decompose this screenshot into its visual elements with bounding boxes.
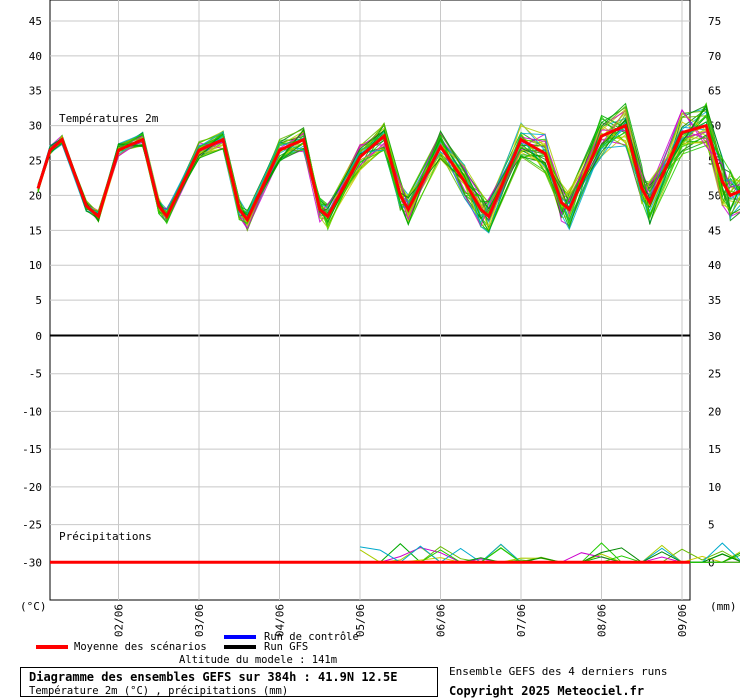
- x-tick-label: 04/06: [274, 604, 287, 637]
- temp-tick-left: 20: [29, 189, 42, 202]
- x-tick-label: 02/06: [113, 604, 126, 637]
- mean-temperature: [36, 123, 740, 223]
- x-tick-label: 09/06: [676, 604, 689, 637]
- temp-tick-right: 45: [708, 224, 721, 237]
- x-tick-label: 08/06: [596, 604, 609, 637]
- precip-tick-left: -30: [22, 556, 42, 569]
- legend-mean-label: Moyenne des scénarios: [74, 641, 207, 653]
- footer-subtitle: Température 2m (°C) , précipitations (mm…: [29, 685, 289, 697]
- temp-tick-right: 70: [708, 50, 721, 63]
- legend-gfs-label: Run GFS: [264, 641, 309, 653]
- precip-panel-title: Précipitations: [59, 530, 152, 543]
- legend-mean-swatch: [36, 645, 68, 649]
- altitude-label: Altitude du modele : 141m: [179, 654, 338, 666]
- precip-tick-left: -10: [22, 405, 42, 418]
- x-tick-label: 07/06: [515, 604, 528, 637]
- precip-tick-left: 0: [35, 330, 42, 343]
- x-axis-labels: 02/06 03/06 04/06 05/06 06/06 07/06 08/06 09/06: [113, 604, 690, 637]
- precip-tick-right: 25: [708, 368, 721, 381]
- precipitation-series: [50, 542, 740, 564]
- temp-tick-right: 75: [708, 15, 721, 28]
- legend-gfs-swatch: [224, 645, 256, 649]
- temp-tick-left: 35: [29, 85, 42, 98]
- precip-tick-left: -20: [22, 481, 42, 494]
- temp-tick-left: 25: [29, 155, 42, 168]
- left-unit-label: (°C): [20, 600, 47, 613]
- chart-grid: [49, 0, 691, 601]
- temp-tick-left: 30: [29, 120, 42, 133]
- x-tick-label: 03/06: [193, 604, 206, 637]
- precip-tick-right: 30: [708, 330, 721, 343]
- temp-tick-right: 50: [708, 189, 721, 202]
- temp-panel-title: Températures 2m: [59, 112, 159, 125]
- precip-tick-left: -5: [29, 368, 42, 381]
- mean-temperature-line: [36, 123, 740, 223]
- temp-tick-right: 65: [708, 85, 721, 98]
- legend-control-label: Run de contrôle: [264, 631, 359, 643]
- temp-tick-left: 45: [29, 15, 42, 28]
- precip-tick-left: -15: [22, 443, 42, 456]
- precip-tick-right: 15: [708, 443, 721, 456]
- temp-tick-right: 40: [708, 259, 721, 272]
- precip-tick-right: 20: [708, 405, 721, 418]
- legend-control-swatch: [224, 635, 256, 639]
- x-tick-label: 05/06: [354, 604, 367, 637]
- precip-tick-left: -25: [22, 519, 42, 532]
- copyright: Copyright 2025 Meteociel.fr: [449, 684, 645, 698]
- temp-tick-right: 35: [708, 294, 721, 307]
- temp-tick-left: 10: [29, 259, 42, 272]
- right-unit-label: (mm): [710, 600, 737, 613]
- temp-tick-left: 15: [29, 224, 42, 237]
- temp-tick-left: 5: [35, 294, 42, 307]
- x-tick-label: 06/06: [435, 604, 448, 637]
- footer-info-box: Diagramme des ensembles GEFS sur 384h : …: [20, 667, 438, 697]
- precip-tick-right: 10: [708, 481, 721, 494]
- footer-title: Diagramme des ensembles GEFS sur 384h : …: [29, 670, 398, 684]
- precip-tick-right: 5: [708, 519, 715, 532]
- runs-note: Ensemble GEFS des 4 derniers runs: [449, 665, 668, 678]
- temp-tick-left: 40: [29, 50, 42, 63]
